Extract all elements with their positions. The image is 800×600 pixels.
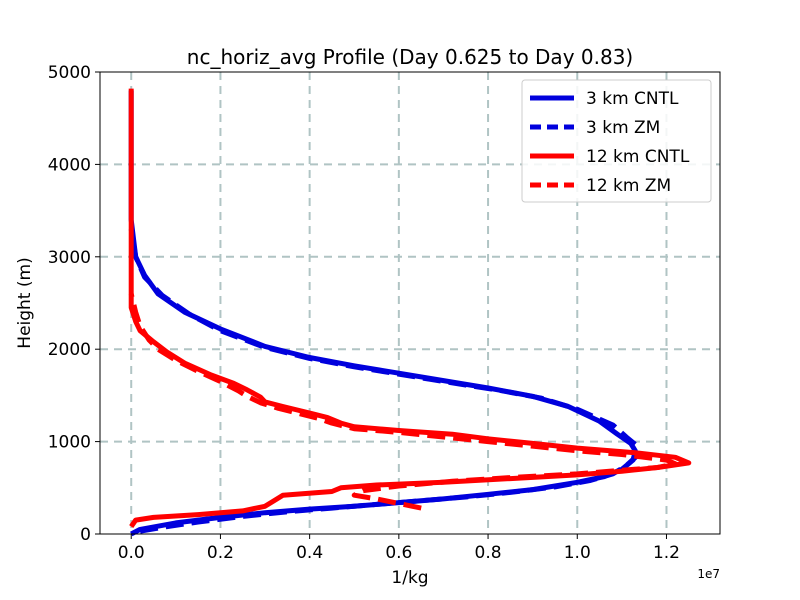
x-axis-offset-label: 1e7: [697, 567, 720, 581]
x-tick-label: 0.6: [385, 543, 412, 563]
y-tick-label: 0: [80, 525, 91, 545]
y-axis-label: Height (m): [15, 257, 35, 348]
x-tick-label: 0.0: [118, 543, 145, 563]
x-axis-label: 1/kg: [391, 568, 428, 588]
legend-label: 12 km CNTL: [586, 147, 690, 167]
y-tick-label: 3000: [48, 248, 91, 268]
legend: 3 km CNTL 3 km ZM 12 km CNTL 12 km ZM: [521, 79, 712, 203]
chart-title: nc_horiz_avg Profile (Day 0.625 to Day 0…: [187, 45, 633, 69]
legend-label: 3 km ZM: [586, 118, 660, 138]
series-line-1: [128, 228, 640, 534]
x-tick-label: 0.4: [296, 543, 323, 563]
series-line-3: [128, 293, 678, 511]
series-line-2: [128, 88, 692, 529]
legend-label: 3 km CNTL: [586, 89, 679, 109]
y-tick-label: 1000: [48, 433, 91, 453]
series-lines: [128, 88, 692, 537]
plot-frame: [99, 71, 721, 535]
x-tick-label: 1.0: [564, 543, 591, 563]
y-tick-label: 4000: [48, 155, 91, 175]
legend-box: [521, 79, 712, 203]
x-tick-label: 0.2: [207, 543, 234, 563]
legend-label: 12 km ZM: [586, 176, 671, 196]
x-tick-label: 0.8: [475, 543, 502, 563]
x-tick-label: 1.2: [653, 543, 680, 563]
axis-ticks: 0.0 0.2 0.4 0.6 0.8 1.0 1.2 0 1000 2000 3000 4000 50…: [48, 63, 680, 563]
y-tick-label: 5000: [48, 63, 91, 83]
y-tick-label: 2000: [48, 340, 91, 360]
